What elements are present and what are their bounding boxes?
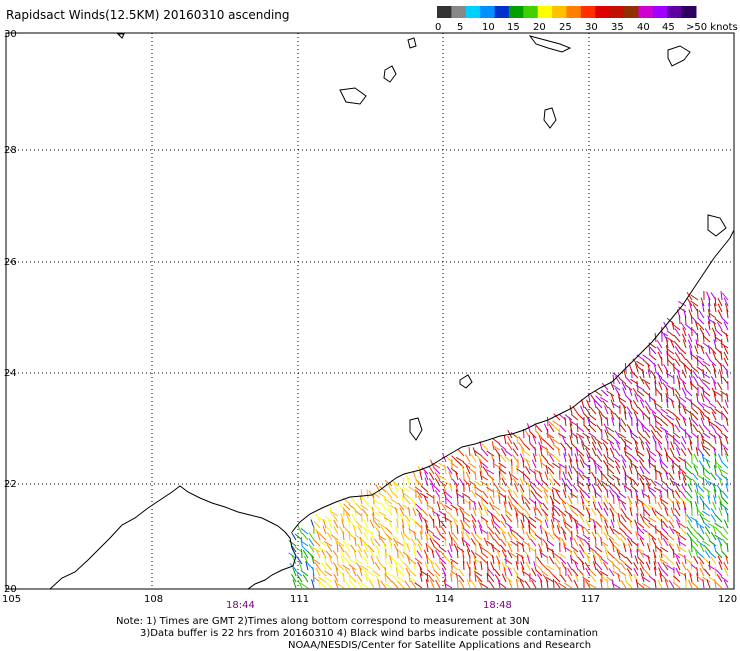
wind-barb xyxy=(661,519,662,528)
wind-barb xyxy=(679,315,680,324)
pass-time: 18:48 xyxy=(483,600,512,611)
wind-barb xyxy=(541,537,542,546)
wind-barb xyxy=(721,447,722,456)
lat-label: 24 xyxy=(4,368,17,379)
wind-barb xyxy=(698,309,699,318)
lon-label: 108 xyxy=(144,594,163,605)
legend-swatch xyxy=(624,6,639,18)
wind-barb xyxy=(697,333,698,342)
legend-label: 40 xyxy=(637,22,650,33)
wind-barb xyxy=(595,537,596,546)
wind-barb xyxy=(619,423,620,432)
wind-barb xyxy=(572,447,573,456)
legend-label: 25 xyxy=(559,22,572,33)
wind-barb xyxy=(499,477,500,486)
legend-swatch xyxy=(538,6,553,18)
lat-label: 26 xyxy=(4,257,17,268)
lon-label: 111 xyxy=(290,594,309,605)
map-title: Rapidsact Winds(12.5KM) 20160310 ascendi… xyxy=(6,8,290,22)
pass-time: 18:44 xyxy=(226,600,255,611)
legend-swatch xyxy=(466,6,481,18)
legend-swatch xyxy=(480,6,495,18)
wind-barb xyxy=(404,477,405,486)
legend-swatch xyxy=(495,6,510,18)
legend-label: 20 xyxy=(533,22,546,33)
wind-barb xyxy=(691,543,692,552)
wind-barb xyxy=(463,561,464,570)
wind-barb xyxy=(385,555,386,564)
wind-barb xyxy=(560,471,561,480)
wind-barb xyxy=(596,477,597,486)
wind-barb xyxy=(608,465,609,474)
legend-swatch xyxy=(581,6,596,18)
wind-barb xyxy=(685,315,686,324)
wind-barb xyxy=(560,429,561,438)
longitude-labels: 105 108 111 114 117 120 xyxy=(2,594,737,605)
lon-label: 117 xyxy=(581,594,600,605)
wind-barb xyxy=(655,543,656,552)
color-legend xyxy=(437,6,697,18)
legend-swatch xyxy=(653,6,668,18)
wind-barb xyxy=(602,525,603,534)
wind-barb xyxy=(691,315,692,324)
lon-label: 120 xyxy=(718,594,737,605)
wind-barb xyxy=(535,555,536,564)
legend-labels: 0 5 10 15 20 25 30 35 40 45 >50 knots xyxy=(435,22,738,33)
legend-swatch xyxy=(667,6,682,18)
wind-barb xyxy=(577,495,578,504)
lon-label: 105 xyxy=(2,594,21,605)
legend-label: 15 xyxy=(507,22,520,33)
wind-barb xyxy=(434,519,435,528)
legend-swatch xyxy=(437,6,452,18)
wind-barb xyxy=(667,489,668,498)
legend-swatch xyxy=(610,6,625,18)
legend-swatch xyxy=(451,6,466,18)
wind-barb xyxy=(691,369,692,378)
lon-label: 114 xyxy=(435,594,454,605)
legend-label: 35 xyxy=(611,22,624,33)
legend-label: 30 xyxy=(585,22,598,33)
wind-barb xyxy=(668,357,669,366)
legend-label: 0 xyxy=(435,22,441,33)
legend-label: 10 xyxy=(482,22,495,33)
wind-barb xyxy=(457,579,458,588)
legend-swatch xyxy=(682,6,697,18)
lat-label: 28 xyxy=(4,145,17,156)
legend-swatch xyxy=(509,6,524,18)
legend-swatch xyxy=(552,6,567,18)
wind-barb xyxy=(554,579,555,588)
wind-barb xyxy=(427,573,428,582)
legend-label: 5 xyxy=(457,22,463,33)
legend-swatch xyxy=(638,6,653,18)
note-line: 3)Data buffer is 22 hrs from 20160310 4)… xyxy=(140,628,598,639)
lat-label: 22 xyxy=(4,479,17,490)
map-frame xyxy=(6,33,734,589)
legend-swatch xyxy=(523,6,538,18)
wind-barb xyxy=(470,573,471,582)
wind-barb xyxy=(535,501,536,510)
legend-label: 45 xyxy=(662,22,675,33)
wind-barb xyxy=(649,417,650,426)
legend-swatch xyxy=(567,6,582,18)
legend-label: >50 knots xyxy=(686,22,738,33)
wind-barb xyxy=(650,537,651,546)
note-line: Note: 1) Times are GMT 2)Times along bot… xyxy=(116,616,530,627)
legend-swatch xyxy=(595,6,610,18)
wind-barb xyxy=(715,459,716,468)
wind-barb xyxy=(703,477,704,486)
wind-barb xyxy=(517,519,518,528)
note-line: NOAA/NESDIS/Center for Satellite Applica… xyxy=(288,640,591,651)
lat-label: 30 xyxy=(4,29,17,40)
wind-barb xyxy=(614,495,615,504)
wind-barb xyxy=(637,471,638,480)
wind-barb xyxy=(662,357,663,366)
